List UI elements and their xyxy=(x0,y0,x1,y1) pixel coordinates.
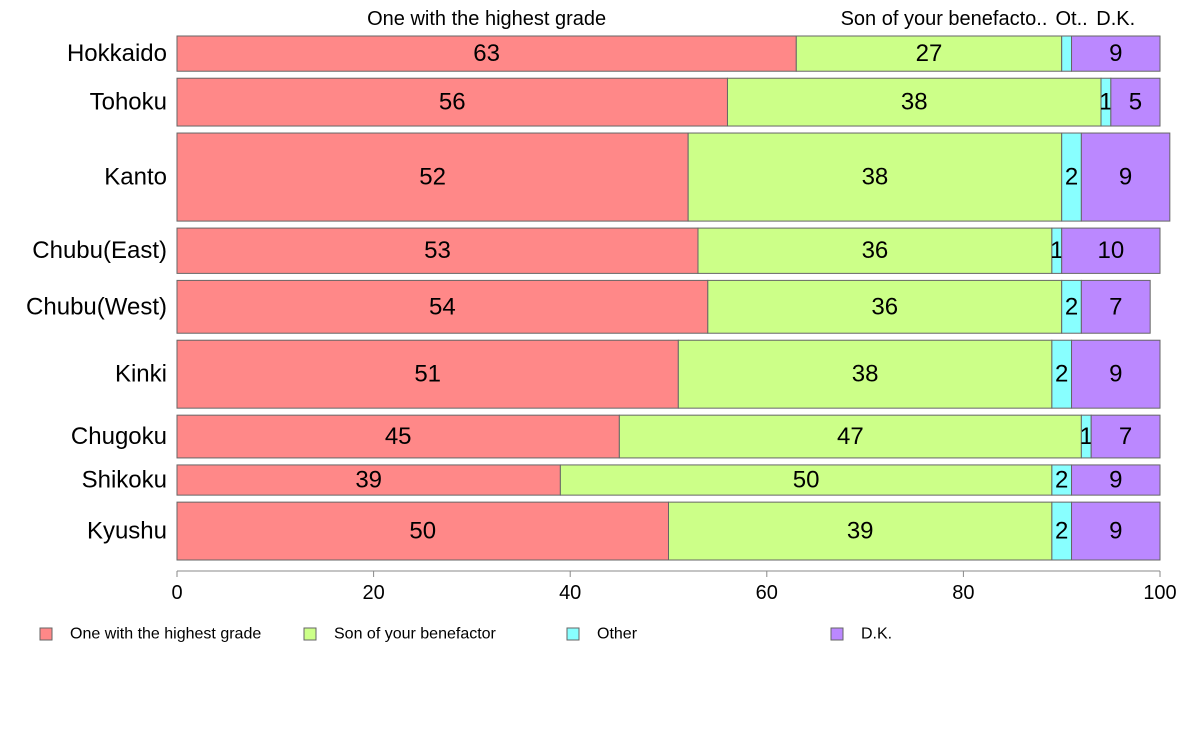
data-label: 2 xyxy=(1065,164,1078,191)
bar-segment xyxy=(1090,414,1161,459)
data-label: 36 xyxy=(871,293,898,320)
data-label: 2 xyxy=(1055,467,1068,494)
bar-segment xyxy=(707,279,1063,334)
data-label: 7 xyxy=(1109,293,1122,320)
x-tick-label: 60 xyxy=(756,582,778,604)
bar-segment xyxy=(176,414,620,459)
category-label: Kinki xyxy=(115,361,167,388)
data-label: 9 xyxy=(1109,40,1122,67)
category-label: Kanto xyxy=(104,164,167,191)
x-tick-label: 40 xyxy=(559,582,581,604)
data-label: 39 xyxy=(847,518,874,545)
data-label: 63 xyxy=(473,40,500,67)
x-tick-label: 0 xyxy=(171,582,182,604)
x-tick-label: 100 xyxy=(1143,582,1176,604)
data-label: 52 xyxy=(419,164,446,191)
series-top-label: Son of your benefacto.. xyxy=(841,8,1048,30)
bar-segment xyxy=(1080,279,1151,334)
bar-segment xyxy=(176,35,797,72)
data-label: 38 xyxy=(901,89,928,116)
category-label: Tohoku xyxy=(90,89,167,116)
category-label: Kyushu xyxy=(87,518,167,545)
bar-segment xyxy=(1061,227,1161,274)
bar-segment xyxy=(687,132,1063,222)
data-label: 9 xyxy=(1109,518,1122,545)
data-label: 51 xyxy=(414,361,441,388)
x-tick-label: 20 xyxy=(362,582,384,604)
data-label: 50 xyxy=(409,518,436,545)
bar-segment xyxy=(176,279,709,334)
data-label: 1 xyxy=(1050,237,1063,264)
data-label: 2 xyxy=(1055,361,1068,388)
data-label: 2 xyxy=(1065,293,1078,320)
bar-segment xyxy=(795,35,1063,72)
series-top-label: Ot.. xyxy=(1055,8,1087,30)
series-top-label: One with the highest grade xyxy=(367,8,606,30)
legend-label: Son of your benefactor xyxy=(334,626,497,643)
data-label: 53 xyxy=(424,237,451,264)
data-label: 9 xyxy=(1119,164,1132,191)
data-label: 54 xyxy=(429,293,456,320)
data-label: 50 xyxy=(793,467,820,494)
data-label: 5 xyxy=(1129,89,1142,116)
legend-swatch xyxy=(830,627,844,641)
legend-swatch xyxy=(39,627,53,641)
data-label: 9 xyxy=(1109,467,1122,494)
x-tick-label: 80 xyxy=(952,582,974,604)
bar-segment xyxy=(1071,501,1161,561)
bar-segment xyxy=(697,227,1053,274)
data-label: 38 xyxy=(852,361,879,388)
data-label: 56 xyxy=(439,89,466,116)
legend-swatch xyxy=(566,627,580,641)
bar-segment xyxy=(1080,132,1171,222)
bar-segment xyxy=(618,414,1082,459)
category-label: Shikoku xyxy=(82,467,167,494)
bar-segment xyxy=(1110,77,1161,127)
data-label: 39 xyxy=(355,467,382,494)
bar-segment xyxy=(176,77,728,127)
bar-segment xyxy=(1061,35,1073,72)
legend-swatch xyxy=(303,627,317,641)
bar-segment xyxy=(1071,35,1161,72)
legend-label: One with the highest grade xyxy=(70,626,261,643)
category-label: Chugoku xyxy=(71,423,167,450)
data-label: 9 xyxy=(1109,361,1122,388)
data-label: 27 xyxy=(916,40,943,67)
category-label: Chubu(West) xyxy=(26,293,167,320)
data-label: 1 xyxy=(1099,89,1112,116)
data-label: 1 xyxy=(1080,423,1093,450)
bar-segment xyxy=(726,77,1102,127)
data-label: 2 xyxy=(1055,518,1068,545)
legend-label: D.K. xyxy=(861,626,892,643)
category-label: Chubu(East) xyxy=(32,237,167,264)
bar-segment xyxy=(1071,464,1161,496)
bar-segment xyxy=(1071,339,1161,409)
bar-segment xyxy=(559,464,1053,496)
data-label: 47 xyxy=(837,423,864,450)
bar-segment xyxy=(176,339,679,409)
data-label: 38 xyxy=(862,164,889,191)
bar-segment xyxy=(176,227,699,274)
bar-segment xyxy=(176,501,669,561)
bar-segment xyxy=(677,339,1053,409)
data-label: 7 xyxy=(1119,423,1132,450)
data-label: 36 xyxy=(862,237,889,264)
data-label: 10 xyxy=(1097,237,1124,264)
bar-segment xyxy=(176,132,689,222)
legend-label: Other xyxy=(597,626,638,643)
series-top-label: D.K. xyxy=(1096,8,1135,30)
category-label: Hokkaido xyxy=(67,40,167,67)
data-label: 45 xyxy=(385,423,412,450)
